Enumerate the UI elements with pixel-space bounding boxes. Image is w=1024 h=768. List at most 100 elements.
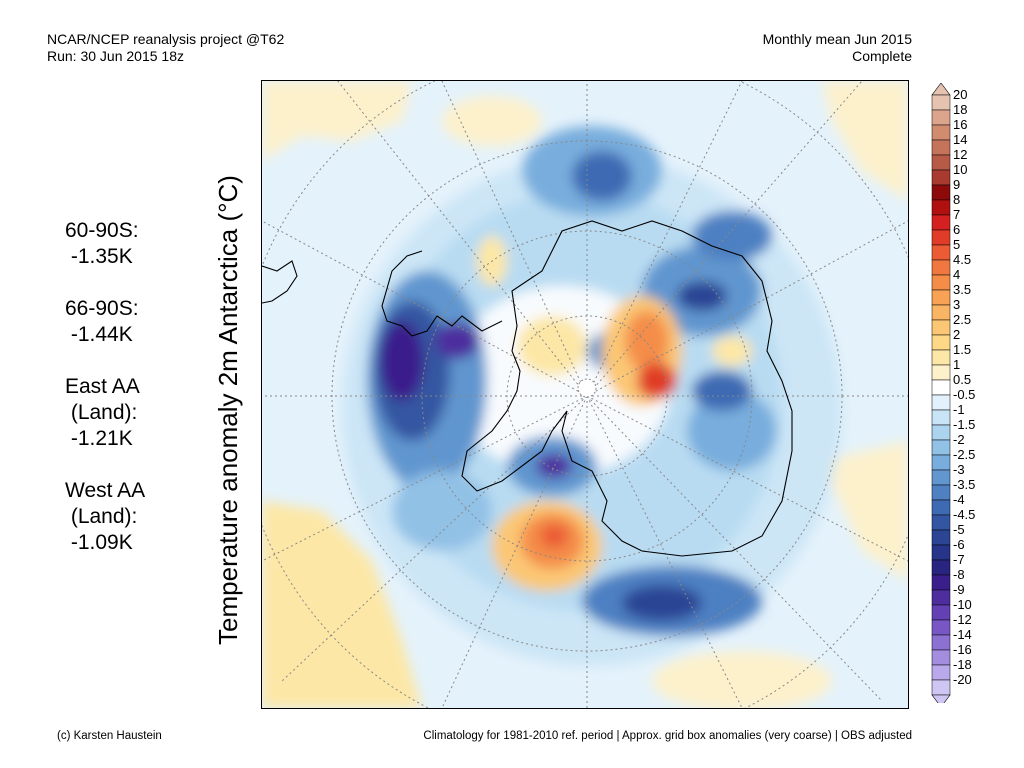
project-title: NCAR/NCEP reanalysis project @T62 [47,31,285,47]
colorbar-swatch [931,604,951,621]
colorbar-tick-label: -1 [953,402,965,417]
stat-block: West AA (Land): -1.09K [65,478,145,556]
colorbar-swatch [931,439,951,456]
colorbar-swatch [931,274,951,291]
colorbar-tick-label: 1.5 [953,342,971,357]
colorbar-swatch [931,484,951,501]
polar-grid [262,81,908,708]
colorbar-min-arrow [931,694,951,703]
colorbar-tick-label: -3.5 [953,477,975,492]
colorbar-swatch [931,559,951,576]
colorbar-tick-label: 4.5 [953,252,971,267]
colorbar-tick-label: 18 [953,102,967,117]
stat-line: 60-90S: [65,219,139,242]
colorbar-swatch [931,184,951,201]
stat-line: -1.35K [65,245,133,268]
colorbar-tick-label: 5 [953,237,960,252]
colorbar-swatch [931,619,951,636]
colorbar-tick-label: -5 [953,522,965,537]
colorbar-swatch [931,199,951,216]
anomaly-map [262,81,908,708]
colorbar-swatch [931,379,951,396]
stat-block: 60-90S: -1.35K [65,218,145,270]
colorbar-max-arrow [931,83,951,96]
colorbar: 201816141210987654.543.532.521.510.5-0.5… [931,83,975,703]
colorbar-tick-label: 3.5 [953,282,971,297]
stat-line: (Land): [65,505,138,528]
colorbar-swatch [931,94,951,111]
colorbar-swatch [931,454,951,471]
colorbar-tick-label: -6 [953,537,965,552]
stat-line: -1.21K [65,427,133,450]
colorbar-tick-label: 2.5 [953,312,971,327]
axis-label: Temperature anomaly 2m Antarctica (°C) [213,175,243,645]
colorbar-swatch [931,649,951,666]
colorbar-swatch [931,244,951,261]
colorbar-swatch [931,529,951,546]
stat-line: (Land): [65,401,138,424]
colorbar-tick-label: 10 [953,162,967,177]
colorbar-tick-label: -3 [953,462,965,477]
header-right: Monthly mean Jun 2015 Complete [763,31,912,65]
colorbar-tick-label: 8 [953,192,960,207]
colorbar-swatch [931,304,951,321]
colorbar-tick-label: -20 [953,672,972,687]
colorbar-tick-label: 4 [953,267,960,282]
colorbar-tick-label: 0.5 [953,372,971,387]
colorbar-swatch [931,214,951,231]
colorbar-swatch [931,349,951,366]
colorbar-swatch [931,169,951,186]
colorbar-tick-label: -16 [953,642,972,657]
header-left: NCAR/NCEP reanalysis project @T62 Run: 3… [47,31,284,65]
colorbar-tick-label: -7 [953,552,965,567]
colorbar-swatch [931,409,951,426]
colorbar-swatch [931,394,951,411]
colorbar-swatch [931,334,951,351]
colorbar-tick-label: -0.5 [953,387,975,402]
stats-panel: 60-90S: -1.35K 66-90S: -1.44K East AA (Lan… [65,218,145,582]
status-label: Complete [852,48,912,64]
colorbar-swatch [931,364,951,381]
peninsula-coastline [381,250,503,337]
colorbar-tick-label: -10 [953,597,972,612]
colorbar-swatch [931,514,951,531]
colorbar-swatch [931,679,951,696]
colorbar-tick-label: 12 [953,147,967,162]
stat-block: 66-90S: -1.44K [65,296,145,348]
colorbar-swatch [931,289,951,306]
colorbar-tick-label: 6 [953,222,960,237]
colorbar-tick-label: 16 [953,117,967,132]
colorbar-tick-label: -9 [953,582,965,597]
colorbar-tick-label: -2 [953,432,965,447]
colorbar-swatch [931,259,951,276]
period-title: Monthly mean Jun 2015 [762,31,912,47]
colorbar-swatch [931,229,951,246]
colorbar-tick-label: 14 [953,132,967,147]
colorbar-tick-label: 7 [953,207,960,222]
colorbar-swatch [931,664,951,681]
credit-footer: (c) Karsten Haustein [57,730,162,742]
colorbar-tick-label: -12 [953,612,972,627]
colorbar-tick-label: 2 [953,327,960,342]
colorbar-tick-label: 3 [953,297,960,312]
map-panel [261,80,909,709]
colorbar-swatch [931,154,951,171]
colorbar-tick-label: 20 [953,87,967,102]
climatology-footer: Climatology for 1981-2010 ref. period | … [423,730,912,742]
south-america-coastline [262,260,298,304]
antarctica-coastline [461,220,793,557]
colorbar-swatch [931,544,951,561]
colorbar-swatch [931,139,951,156]
stat-line: 66-90S: [65,297,139,320]
colorbar-swatch [931,469,951,486]
run-info: Run: 30 Jun 2015 18z [47,48,184,64]
anomaly-fields [262,81,908,708]
stat-line: -1.44K [65,323,133,346]
colorbar-swatch [931,574,951,591]
colorbar-tick-label: -18 [953,657,972,672]
colorbar-swatch [931,124,951,141]
colorbar-swatch [931,634,951,651]
colorbar-tick-label: -4.5 [953,507,975,522]
pole-marker [577,378,597,398]
colorbar-tick-label: -4 [953,492,965,507]
